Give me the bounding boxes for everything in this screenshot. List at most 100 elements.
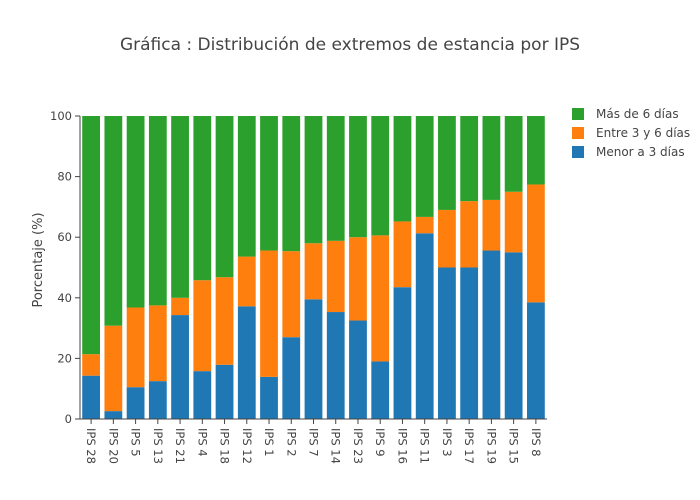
x-tick-label: IPS 8 [529, 428, 543, 457]
bar-ips-1-series-2[interactable] [260, 116, 278, 251]
legend-swatch[interactable] [572, 108, 584, 120]
bar-ips-19-series-0[interactable] [482, 250, 501, 419]
y-axis-title: Porcentaje (%) [31, 212, 46, 307]
plot-area [82, 116, 545, 420]
legend-item-label[interactable]: Menor a 3 días [596, 145, 685, 159]
bar-ips-1-series-1[interactable] [260, 250, 278, 377]
bar-ips-17-series-1[interactable] [460, 201, 479, 268]
bar-ips-4-series-1[interactable] [193, 280, 212, 372]
x-tick-label: IPS 20 [106, 428, 120, 464]
bar-ips-21-series-1[interactable] [171, 297, 189, 316]
bar-ips-8-series-0[interactable] [526, 302, 545, 419]
bar-ips-9-series-1[interactable] [371, 235, 390, 362]
x-tick-label: IPS 21 [173, 428, 187, 464]
bar-ips-14-series-0[interactable] [326, 312, 345, 419]
legend-swatch[interactable] [572, 146, 584, 158]
bar-ips-18-series-0[interactable] [215, 364, 234, 419]
bar-ips-17-series-2[interactable] [460, 116, 479, 202]
bar-ips-20-series-1[interactable] [104, 325, 123, 412]
bar-ips-13-series-0[interactable] [148, 381, 167, 420]
bar-ips-14-series-1[interactable] [326, 240, 345, 313]
chart-title: Gráfica : Distribución de extremos de es… [120, 35, 580, 55]
legend[interactable]: Más de 6 días Entre 3 y 6 días Menor a 3 d… [572, 107, 690, 159]
bar-ips-2-series-0[interactable] [282, 337, 301, 419]
bar-ips-13-series-1[interactable] [148, 305, 167, 382]
bar-ips-5-series-0[interactable] [126, 387, 145, 419]
bar-ips-23-series-1[interactable] [349, 237, 367, 321]
x-tick-label: IPS 5 [129, 428, 143, 457]
x-tick-label: IPS 18 [218, 428, 232, 464]
bar-ips-20-series-2[interactable] [104, 116, 123, 326]
y-tick-label: 80 [57, 170, 72, 184]
bar-ips-1-series-0[interactable] [260, 376, 278, 419]
bar-ips-18-series-1[interactable] [215, 277, 234, 365]
bar-ips-9-series-2[interactable] [371, 116, 390, 236]
x-tick-label: IPS 7 [307, 428, 321, 457]
y-tick-label: 100 [50, 109, 72, 123]
bar-ips-18-series-2[interactable] [215, 116, 234, 278]
bar-ips-9-series-0[interactable] [371, 361, 390, 419]
bar-ips-15-series-0[interactable] [504, 252, 523, 419]
x-tick-label: IPS 3 [440, 428, 454, 457]
bar-ips-12-series-1[interactable] [237, 256, 256, 307]
bar-ips-17-series-0[interactable] [460, 267, 479, 420]
legend-swatch[interactable] [572, 127, 584, 139]
bar-ips-28-series-0[interactable] [82, 375, 101, 419]
bar-ips-19-series-1[interactable] [482, 199, 501, 251]
x-tick-label: IPS 23 [351, 428, 365, 464]
bar-ips-8-series-2[interactable] [526, 116, 545, 185]
bar-ips-14-series-2[interactable] [326, 116, 345, 241]
y-tick-label: 0 [65, 412, 72, 426]
y-tick-label: 40 [57, 291, 72, 305]
y-axis: 0 20 40 60 80 100 [50, 109, 81, 426]
bar-ips-3-series-1[interactable] [438, 209, 456, 268]
bar-ips-21-series-0[interactable] [171, 315, 189, 419]
bar-ips-3-series-2[interactable] [438, 116, 456, 210]
bar-ips-2-series-2[interactable] [282, 116, 301, 252]
x-tick-label: IPS 11 [418, 428, 432, 464]
bar-ips-2-series-1[interactable] [282, 251, 301, 338]
bar-ips-7-series-0[interactable] [304, 299, 323, 419]
bar-ips-16-series-0[interactable] [393, 287, 412, 419]
bar-ips-15-series-1[interactable] [504, 191, 523, 253]
bar-ips-16-series-2[interactable] [393, 116, 412, 222]
bar-ips-7-series-2[interactable] [304, 116, 323, 244]
bar-ips-3-series-0[interactable] [438, 267, 456, 420]
y-tick-label: 20 [57, 351, 72, 365]
x-tick-label: IPS 1 [262, 428, 276, 457]
bar-ips-11-series-1[interactable] [415, 216, 434, 234]
bar-ips-28-series-1[interactable] [82, 354, 101, 376]
bar-ips-11-series-0[interactable] [415, 233, 434, 419]
bar-ips-11-series-2[interactable] [415, 116, 434, 217]
bar-ips-19-series-2[interactable] [482, 116, 501, 200]
x-tick-label: IPS 28 [84, 428, 98, 464]
bar-ips-7-series-1[interactable] [304, 243, 323, 300]
bar-ips-4-series-0[interactable] [193, 371, 212, 419]
bar-ips-12-series-0[interactable] [237, 306, 256, 419]
bar-ips-28-series-2[interactable] [82, 116, 101, 355]
bar-ips-13-series-2[interactable] [148, 116, 167, 306]
legend-item-label[interactable]: Entre 3 y 6 días [596, 126, 690, 140]
x-tick-label: IPS 2 [284, 428, 298, 457]
x-tick-label: IPS 16 [395, 428, 409, 464]
bar-ips-23-series-2[interactable] [349, 116, 367, 238]
bar-ips-15-series-2[interactable] [504, 116, 523, 192]
x-tick-label: IPS 4 [195, 428, 209, 457]
bar-ips-12-series-2[interactable] [237, 116, 256, 257]
x-tick-label: IPS 14 [329, 428, 343, 464]
legend-item-label[interactable]: Más de 6 días [596, 107, 679, 121]
x-tick-label: IPS 9 [373, 428, 387, 457]
x-tick-label: IPS 17 [462, 428, 476, 464]
bar-ips-16-series-1[interactable] [393, 221, 412, 288]
bar-ips-5-series-1[interactable] [126, 307, 145, 388]
x-tick-label: IPS 15 [507, 428, 521, 464]
bar-ips-23-series-0[interactable] [349, 320, 367, 419]
bar-ips-4-series-2[interactable] [193, 116, 212, 281]
bar-ips-8-series-1[interactable] [526, 184, 545, 303]
x-tick-label: IPS 13 [151, 428, 165, 464]
bar-ips-5-series-2[interactable] [126, 116, 145, 308]
bar-ips-20-series-0[interactable] [104, 411, 123, 419]
bar-ips-21-series-2[interactable] [171, 116, 189, 298]
x-axis: IPS 28 IPS 20 IPS 5 IPS 13 IPS 21 IPS 4 IPS 18… [80, 418, 547, 464]
